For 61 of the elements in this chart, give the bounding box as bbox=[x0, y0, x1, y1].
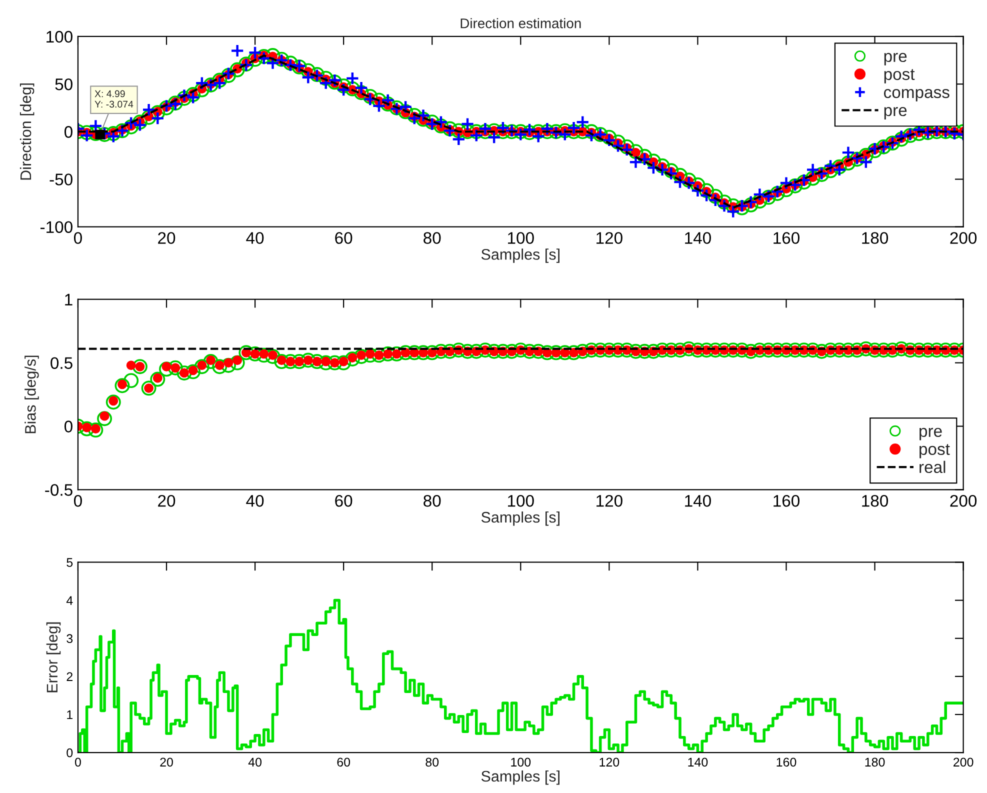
x-axis-title: Samples [s] bbox=[481, 248, 560, 263]
x-tick-label: 80 bbox=[426, 758, 439, 767]
x-tick-label: 60 bbox=[335, 232, 352, 244]
x-tick-label: 120 bbox=[596, 494, 622, 507]
x-tick-label: 60 bbox=[337, 758, 350, 767]
y-tick-label: 0.5 bbox=[50, 357, 72, 369]
x-tick-label: 100 bbox=[508, 494, 534, 507]
legend-label: real bbox=[920, 460, 946, 474]
x-tick-label: 180 bbox=[865, 758, 885, 767]
y-axis-title: Direction [deg] bbox=[20, 83, 34, 180]
legend-label: post bbox=[920, 444, 950, 458]
y-tick-label: 5 bbox=[66, 558, 73, 567]
legend-label: pre bbox=[920, 428, 942, 440]
x-tick-label: 200 bbox=[950, 494, 977, 507]
x-tick-label: 20 bbox=[158, 232, 176, 244]
x-tick-label: 200 bbox=[954, 758, 974, 767]
legend-label: pre bbox=[884, 52, 907, 66]
x-tick-label: 120 bbox=[600, 758, 620, 767]
legend-label: pre bbox=[884, 107, 907, 120]
x-tick-label: 60 bbox=[335, 494, 352, 507]
x-tick-label: 120 bbox=[596, 232, 622, 244]
y-tick-label: 2 bbox=[66, 672, 72, 681]
y-tick-label: -50 bbox=[50, 174, 72, 186]
y-tick-label: 0 bbox=[64, 420, 72, 432]
x-tick-label: 20 bbox=[160, 758, 173, 767]
chart-title: Direction estimation bbox=[460, 18, 581, 28]
x-tick-label: 180 bbox=[862, 494, 888, 507]
x-tick-label: 140 bbox=[685, 494, 711, 507]
annotation: X: 4.99 Y: -3.074 bbox=[94, 90, 134, 108]
y-tick-label: 100 bbox=[46, 30, 72, 43]
x-tick-label: 200 bbox=[950, 232, 977, 244]
y-axis-title: Error [deg] bbox=[46, 622, 61, 692]
x-tick-label: 40 bbox=[246, 232, 264, 244]
x-tick-label: 40 bbox=[248, 758, 262, 767]
y-tick-label: 3 bbox=[66, 634, 73, 644]
x-tick-label: 100 bbox=[511, 758, 531, 767]
legend-label: post bbox=[884, 69, 915, 84]
y-tick-label: 4 bbox=[66, 596, 73, 605]
x-tick-label: 0 bbox=[74, 758, 81, 767]
y-tick-label: 50 bbox=[55, 78, 72, 90]
y-tick-label: 1 bbox=[67, 710, 73, 720]
x-axis-title: Samples [s] bbox=[481, 511, 560, 526]
x-tick-label: 160 bbox=[776, 758, 796, 767]
x-tick-label: 180 bbox=[862, 232, 888, 244]
x-tick-label: 160 bbox=[774, 494, 800, 507]
y-tick-label: -0.5 bbox=[45, 484, 72, 496]
x-axis-title: Samples [s] bbox=[481, 770, 560, 785]
y-tick-label: 0 bbox=[64, 126, 72, 138]
x-tick-label: 100 bbox=[508, 232, 534, 244]
x-tick-label: 80 bbox=[424, 494, 441, 507]
x-tick-label: 20 bbox=[158, 494, 176, 507]
y-tick-label: 1 bbox=[65, 294, 72, 306]
x-tick-label: 80 bbox=[424, 232, 441, 244]
legend-label: compass bbox=[884, 88, 950, 102]
x-tick-label: 140 bbox=[685, 232, 711, 244]
y-axis-title: Bias [deg/s] bbox=[24, 356, 39, 434]
y-tick-label: 0 bbox=[66, 748, 73, 758]
y-tick-label: -100 bbox=[40, 221, 72, 233]
x-tick-label: 140 bbox=[688, 758, 708, 767]
x-tick-label: 160 bbox=[774, 232, 800, 244]
x-tick-label: 40 bbox=[246, 494, 264, 507]
